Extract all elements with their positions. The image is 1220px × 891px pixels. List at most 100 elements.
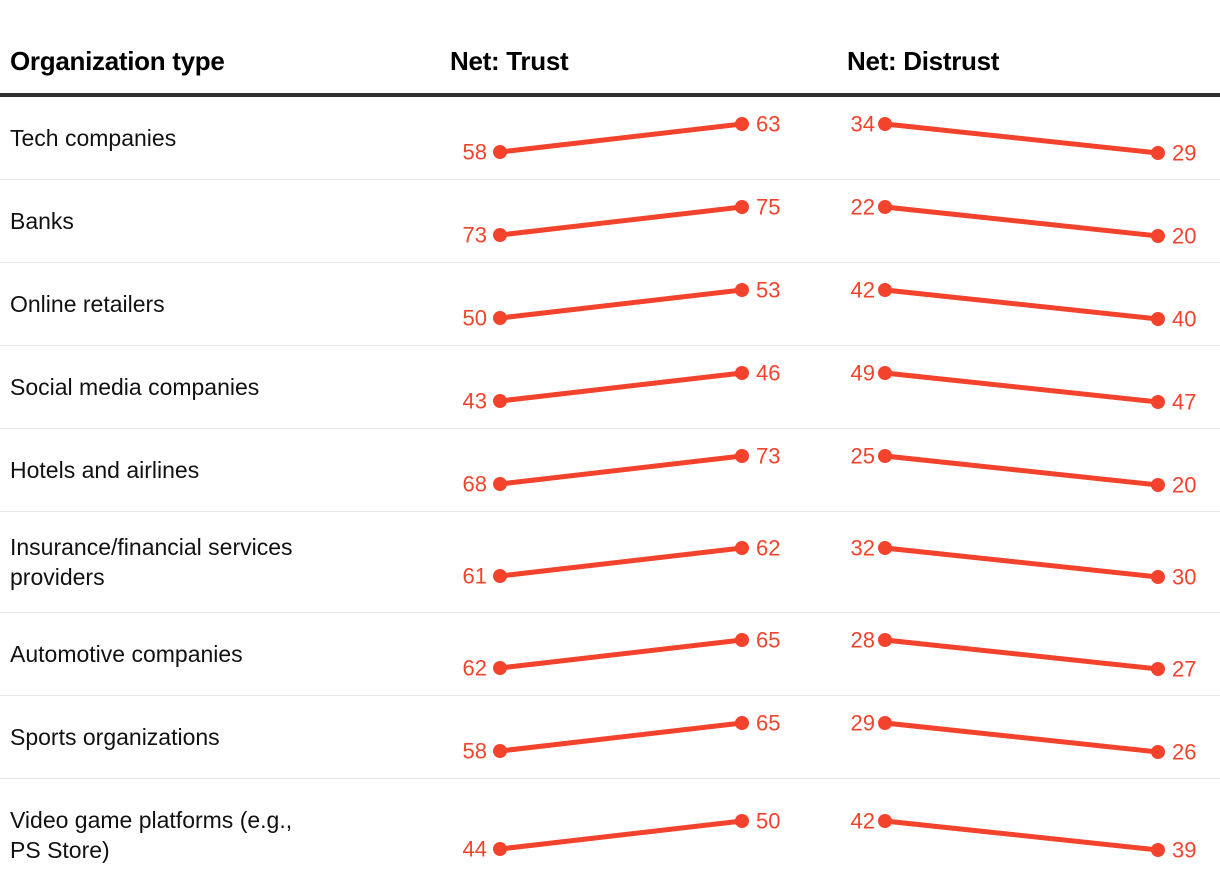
start-dot: [493, 228, 507, 242]
trust-slope-cell: 50 53: [450, 263, 847, 345]
end-dot: [735, 449, 749, 463]
slope-line: [884, 818, 1159, 853]
distrust-slope-cell: 22 20: [847, 180, 1220, 262]
slope-line: [499, 637, 743, 671]
trust-slope-chart: 58 63: [463, 112, 781, 165]
org-type-label: Video game platforms (e.g., PS Store): [10, 807, 293, 863]
slope-line: [884, 287, 1159, 322]
distrust-slope-chart: 32 30: [851, 536, 1197, 590]
start-dot: [493, 661, 507, 675]
end-value: 65: [756, 628, 780, 653]
start-dot: [493, 477, 507, 491]
table-header: Organization type Net: Trust Net: Distru…: [0, 0, 1220, 97]
end-value: 47: [1172, 390, 1196, 415]
start-value: 61: [463, 564, 487, 589]
column-header-net-distrust: Net: Distrust: [847, 46, 1000, 76]
end-value: 75: [756, 195, 780, 220]
slope-line: [884, 637, 1159, 672]
start-value: 22: [851, 195, 875, 220]
end-dot: [1151, 662, 1165, 676]
start-dot: [878, 814, 892, 828]
trust-slope-chart: 73 75: [463, 195, 781, 248]
start-value: 32: [851, 536, 875, 561]
start-value: 49: [851, 361, 875, 386]
slope-line: [884, 370, 1159, 405]
distrust-slope-chart: 28 27: [851, 628, 1197, 682]
start-value: 42: [851, 809, 875, 834]
start-dot: [878, 366, 892, 380]
trust-slope-chart: 68 73: [463, 444, 781, 497]
slope-line: [884, 453, 1159, 488]
org-type-label: Tech companies: [10, 125, 177, 151]
end-dot: [1151, 745, 1165, 759]
slope-line: [499, 818, 743, 852]
table-row: Tech companies 58 63 34 29: [0, 97, 1220, 180]
trust-slope-cell: 62 65: [450, 613, 847, 695]
distrust-slope-cell: 28 27: [847, 613, 1220, 695]
trust-slope-chart: 58 65: [463, 711, 781, 764]
distrust-slope-chart: 25 20: [851, 444, 1197, 498]
end-dot: [735, 283, 749, 297]
table-row: Banks 73 75 22 20: [0, 180, 1220, 263]
distrust-slope-chart: 34 29: [851, 112, 1197, 166]
org-type-label: Sports organizations: [10, 724, 220, 750]
end-dot: [1151, 312, 1165, 326]
table-row: Sports organizations 58 65 29 26: [0, 696, 1220, 779]
trust-slope-cell: 44 50: [450, 794, 847, 876]
distrust-slope-cell: 29 26: [847, 696, 1220, 778]
start-dot: [493, 311, 507, 325]
table-row: Insurance/financial services providers 6…: [0, 512, 1220, 613]
slope-line: [884, 204, 1159, 239]
end-value: 53: [756, 278, 780, 303]
org-type-label: Automotive companies: [10, 641, 243, 667]
distrust-slope-cell: 42 40: [847, 263, 1220, 345]
start-dot: [878, 283, 892, 297]
trust-slope-chart: 62 65: [463, 628, 781, 681]
distrust-slope-chart: 42 39: [851, 809, 1197, 863]
table-body: Tech companies 58 63 34 29 Banks 73 75 22 20…: [0, 97, 1220, 891]
trust-slope-chart: 50 53: [463, 278, 781, 331]
trust-slope-cell: 68 73: [450, 429, 847, 511]
end-dot: [1151, 229, 1165, 243]
end-dot: [735, 200, 749, 214]
end-value: 39: [1172, 838, 1196, 863]
end-value: 20: [1172, 224, 1196, 249]
start-dot: [878, 716, 892, 730]
start-value: 42: [851, 278, 875, 303]
end-value: 30: [1172, 565, 1196, 590]
distrust-slope-cell: 34 29: [847, 97, 1220, 179]
trust-slope-chart: 61 62: [463, 536, 781, 589]
start-value: 62: [463, 656, 487, 681]
end-dot: [1151, 395, 1165, 409]
trust-slope-cell: 58 63: [450, 97, 847, 179]
start-value: 58: [463, 140, 487, 165]
end-value: 46: [756, 361, 780, 386]
table-row: Automotive companies 62 65 28 27: [0, 613, 1220, 696]
end-dot: [735, 117, 749, 131]
start-value: 28: [851, 628, 875, 653]
trust-slope-chart: 44 50: [463, 809, 781, 862]
start-value: 25: [851, 444, 875, 469]
end-dot: [1151, 570, 1165, 584]
slope-line: [499, 121, 743, 155]
end-value: 62: [756, 536, 780, 561]
distrust-slope-cell: 25 20: [847, 429, 1220, 511]
start-dot: [878, 200, 892, 214]
start-dot: [878, 117, 892, 131]
slope-line: [499, 453, 743, 487]
slope-line: [499, 287, 743, 321]
slope-line: [884, 720, 1159, 755]
start-dot: [878, 633, 892, 647]
org-type-label: Insurance/financial services providers: [10, 534, 293, 590]
distrust-slope-chart: 42 40: [851, 278, 1197, 332]
distrust-slope-cell: 42 39: [847, 794, 1220, 876]
trust-slope-cell: 58 65: [450, 696, 847, 778]
table-row: Online retailers 50 53 42 40: [0, 263, 1220, 346]
end-value: 40: [1172, 307, 1196, 332]
start-value: 34: [851, 112, 875, 137]
start-dot: [493, 145, 507, 159]
start-dot: [493, 569, 507, 583]
end-value: 29: [1172, 141, 1196, 166]
start-dot: [493, 744, 507, 758]
